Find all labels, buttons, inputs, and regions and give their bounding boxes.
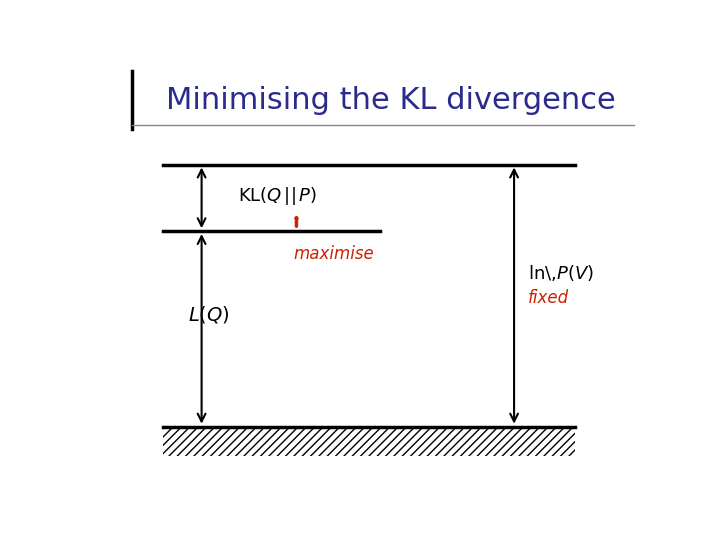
Text: $L(Q)$: $L(Q)$ [188,304,230,325]
Text: maximise: maximise [294,245,374,263]
Text: ln\,$P(V)$: ln\,$P(V)$ [528,262,594,283]
Text: Minimising the KL divergence: Minimising the KL divergence [166,86,616,114]
Bar [163,427,575,456]
Text: fixed: fixed [528,289,569,307]
Text: KL($Q\,||\,P$): KL($Q\,||\,P$) [238,185,318,207]
